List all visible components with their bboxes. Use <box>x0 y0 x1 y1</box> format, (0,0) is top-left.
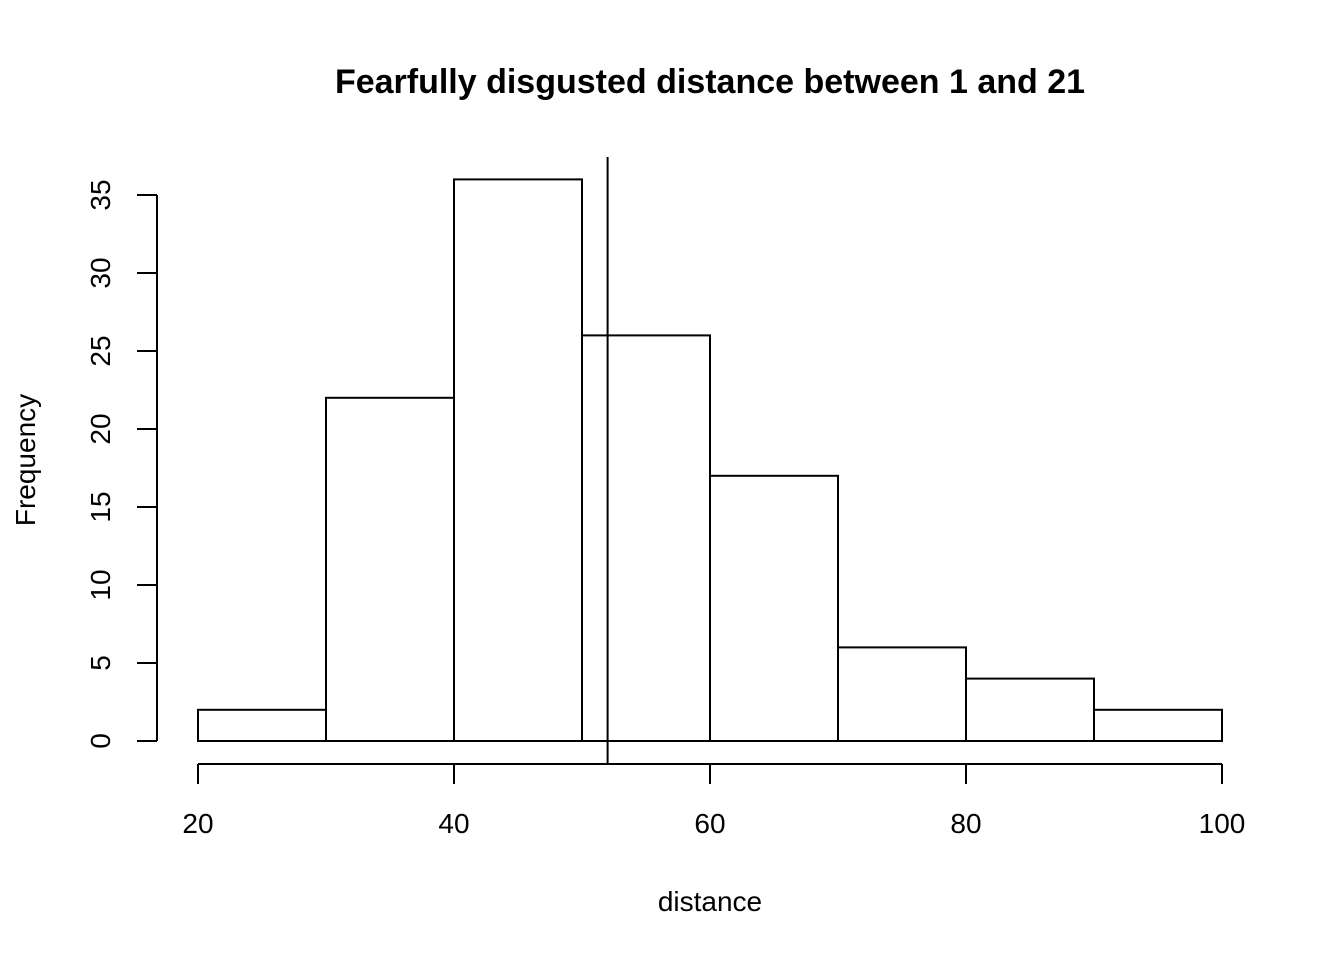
histogram-bar-80-90 <box>965 677 1095 742</box>
histogram-bar-40-50 <box>453 178 583 742</box>
bars-group <box>197 178 1223 743</box>
x-axis-label: distance <box>658 886 762 917</box>
x-axis: 20 40 60 80 100 <box>182 763 1246 839</box>
histogram-bar-30-40 <box>325 396 455 742</box>
y-tick-label-5: 5 <box>85 655 116 671</box>
y-tick-label-35: 35 <box>85 179 116 210</box>
y-tick-label-25: 25 <box>85 335 116 366</box>
y-tick-label-20: 20 <box>85 413 116 444</box>
x-tick-label-40: 40 <box>438 808 469 839</box>
y-axis-label: Frequency <box>10 394 41 526</box>
x-tick-label-60: 60 <box>694 808 725 839</box>
y-tick-label-10: 10 <box>85 569 116 600</box>
chart-title: Fearfully disgusted distance between 1 a… <box>335 63 1085 101</box>
y-tick-label-15: 15 <box>85 491 116 522</box>
y-axis: 0 5 10 15 20 25 30 35 <box>85 179 158 749</box>
x-tick-label-20: 20 <box>182 808 213 839</box>
y-tick-label-0: 0 <box>85 733 116 749</box>
x-tick-label-100: 100 <box>1199 808 1246 839</box>
x-tick-label-80: 80 <box>950 808 981 839</box>
y-tick-label-30: 30 <box>85 257 116 288</box>
histogram-bar-20-30 <box>197 708 327 742</box>
histogram-bar-70-80 <box>837 646 967 743</box>
histogram-bar-90-100 <box>1093 708 1223 742</box>
histogram-bar-50-60 <box>581 334 711 742</box>
histogram-bar-60-70 <box>709 474 839 742</box>
